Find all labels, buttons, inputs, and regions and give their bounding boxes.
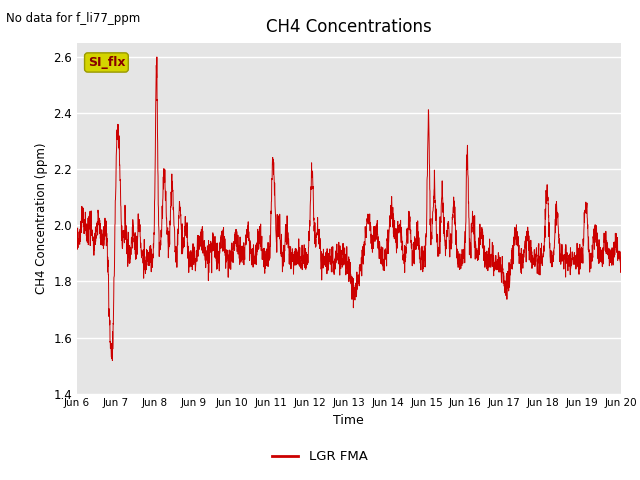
Text: SI_flx: SI_flx (88, 56, 125, 69)
Y-axis label: CH4 Concentration (ppm): CH4 Concentration (ppm) (35, 143, 47, 294)
Legend: LGR FMA: LGR FMA (267, 445, 373, 468)
X-axis label: Time: Time (333, 414, 364, 427)
Text: No data for f_li77_ppm: No data for f_li77_ppm (6, 12, 141, 25)
Title: CH4 Concentrations: CH4 Concentrations (266, 18, 431, 36)
